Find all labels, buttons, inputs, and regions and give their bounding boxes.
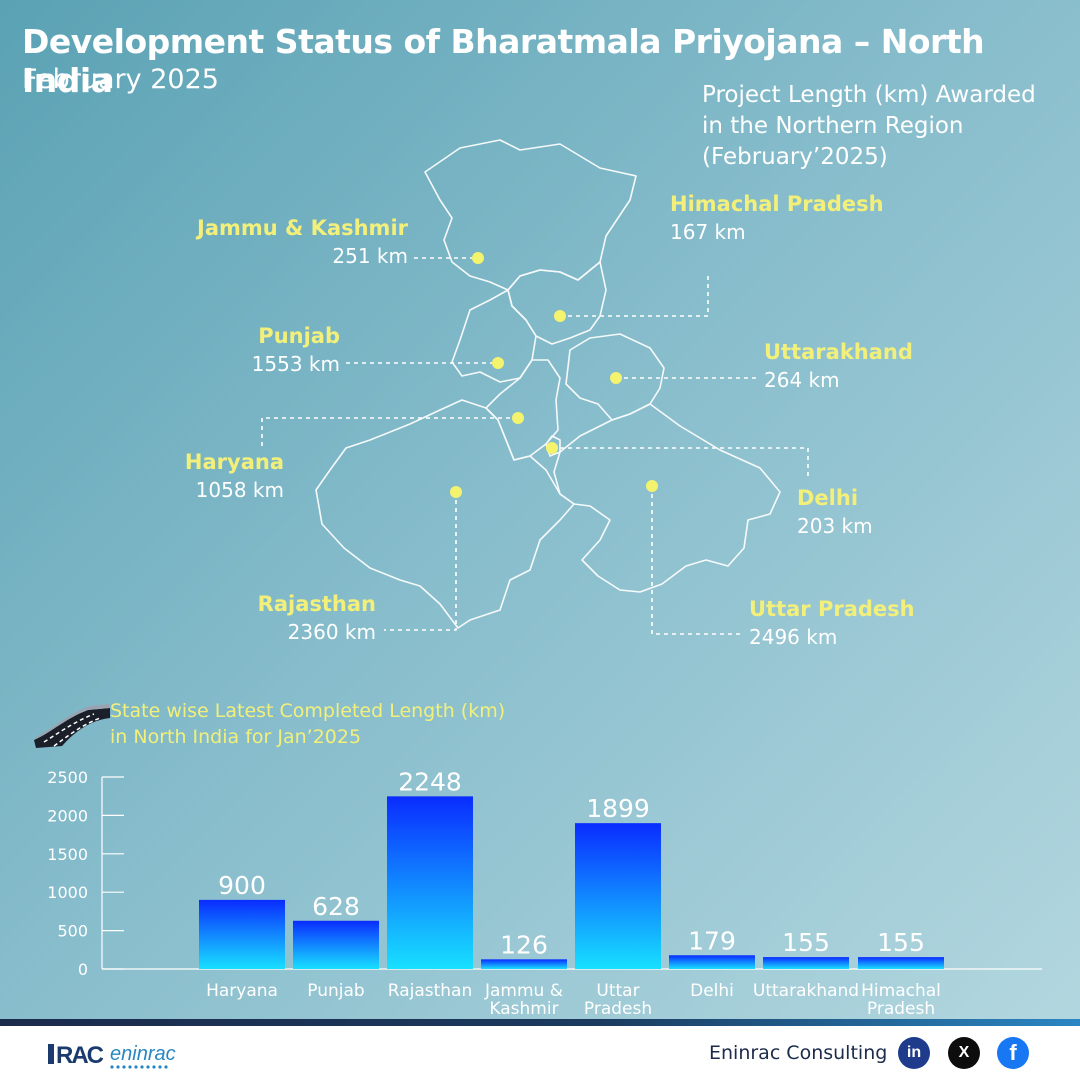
brand-name: Eninrac Consulting bbox=[709, 1042, 888, 1064]
x-tick-label: Kashmir bbox=[489, 999, 558, 1019]
highway-icon bbox=[34, 704, 110, 748]
completed-length-bar-chart: 0 500 1000 1500 2000 2500 900 Haryana 628 Punjab 2… bbox=[47, 767, 1042, 1019]
map-outline-up bbox=[553, 403, 781, 593]
map-caption-line: in the Northern Region bbox=[702, 113, 964, 139]
state-value: 167 km bbox=[670, 220, 746, 244]
marker-up bbox=[646, 480, 658, 492]
state-name: Uttarakhand bbox=[764, 340, 913, 364]
north-india-map bbox=[315, 139, 781, 629]
label-punjab: Punjab 1553 km bbox=[180, 324, 340, 376]
label-himachal-pradesh: Himachal Pradesh 167 km bbox=[670, 192, 884, 244]
state-name: Himachal Pradesh bbox=[670, 192, 884, 216]
bar bbox=[669, 955, 755, 969]
state-value: 1553 km bbox=[251, 352, 340, 376]
x-tick-label: Punjab bbox=[307, 981, 364, 1001]
x-tick-label: Pradesh bbox=[584, 999, 652, 1019]
map-caption: Project Length (km) Awarded in the North… bbox=[702, 80, 1072, 173]
label-uttarakhand: Uttarakhand 264 km bbox=[764, 340, 913, 392]
map-outline-punjab bbox=[451, 289, 537, 383]
state-value: 2360 km bbox=[287, 620, 376, 644]
marker-rajasthan bbox=[450, 486, 462, 498]
label-haryana: Haryana 1058 km bbox=[150, 450, 284, 502]
linkedin-icon[interactable]: in bbox=[898, 1037, 930, 1069]
facebook-icon[interactable]: f bbox=[997, 1037, 1029, 1069]
bar-value-label: 1899 bbox=[586, 794, 650, 823]
bar-value-label: 155 bbox=[877, 928, 925, 957]
x-tick-label: Uttarakhand bbox=[753, 981, 859, 1001]
page-title: Development Status of Bharatmala Priyoja… bbox=[22, 22, 985, 100]
y-tick-label: 0 bbox=[78, 960, 88, 979]
map-caption-line: (February’2025) bbox=[702, 144, 888, 170]
label-rajasthan: Rajasthan 2360 km bbox=[200, 592, 376, 644]
bar bbox=[387, 796, 473, 969]
svg-text:RAC: RAC bbox=[56, 1042, 104, 1069]
state-value: 1058 km bbox=[195, 478, 284, 502]
svg-text:eninrac: eninrac bbox=[110, 1043, 176, 1065]
chart-heading: State wise Latest Completed Length (km) … bbox=[110, 698, 505, 750]
marker-haryana bbox=[512, 412, 524, 424]
bar-value-label: 2248 bbox=[398, 767, 462, 796]
map-outline-jk bbox=[424, 139, 637, 291]
marker-punjab bbox=[492, 357, 504, 369]
state-name: Delhi bbox=[797, 486, 859, 510]
state-name: Punjab bbox=[258, 324, 340, 348]
bar bbox=[858, 957, 944, 969]
chart-heading-line: State wise Latest Completed Length (km) bbox=[110, 700, 506, 722]
chart-heading-line: in North India for Jan’2025 bbox=[110, 726, 362, 748]
x-tick-label: Jammu & bbox=[484, 981, 563, 1001]
label-uttar-pradesh: Uttar Pradesh 2496 km bbox=[749, 597, 915, 649]
x-twitter-icon[interactable]: X bbox=[948, 1037, 980, 1069]
map-outline-hp bbox=[507, 261, 607, 345]
footer: RAC eninrac Eninrac Consulting in X f bbox=[0, 1026, 1080, 1080]
marker-hp bbox=[554, 310, 566, 322]
marker-delhi bbox=[546, 442, 558, 454]
marker-uttarakhand bbox=[610, 372, 622, 384]
bar bbox=[575, 823, 661, 969]
footer-divider bbox=[0, 1019, 1080, 1026]
bar-value-label: 628 bbox=[312, 892, 360, 921]
state-value: 203 km bbox=[797, 514, 873, 538]
y-tick-label: 1500 bbox=[47, 845, 88, 864]
x-tick-label: Haryana bbox=[206, 981, 278, 1001]
y-tick-label: 2500 bbox=[47, 768, 88, 787]
page-subtitle: February 2025 bbox=[22, 64, 219, 95]
bar bbox=[199, 899, 285, 969]
state-name: Rajasthan bbox=[257, 592, 376, 616]
state-value: 251 km bbox=[332, 244, 408, 268]
label-delhi: Delhi 203 km bbox=[797, 486, 873, 538]
eninrac-logo: RAC eninrac bbox=[48, 1042, 176, 1069]
x-tick-label: Pradesh bbox=[867, 999, 935, 1019]
map-caption-line: Project Length (km) Awarded bbox=[702, 82, 1036, 108]
state-value: 264 km bbox=[764, 368, 840, 392]
bar-value-label: 179 bbox=[688, 926, 736, 955]
map-outline-delhi bbox=[545, 435, 561, 457]
state-value: 2496 km bbox=[749, 625, 838, 649]
bar bbox=[481, 959, 567, 969]
marker-jk bbox=[472, 252, 484, 264]
state-name: Uttar Pradesh bbox=[749, 597, 915, 621]
bar-value-label: 155 bbox=[782, 928, 830, 957]
y-tick-label: 1000 bbox=[47, 883, 88, 902]
bar-value-label: 900 bbox=[218, 871, 266, 900]
label-jammu-kashmir: Jammu & Kashmir 251 km bbox=[180, 216, 408, 268]
map-outline-rajasthan bbox=[315, 399, 575, 629]
x-tick-label: Uttar bbox=[596, 981, 639, 1001]
y-tick-label: 500 bbox=[57, 922, 88, 941]
y-tick-label: 2000 bbox=[47, 806, 88, 825]
bar bbox=[763, 957, 849, 969]
x-tick-label: Delhi bbox=[690, 981, 734, 1001]
bar-value-label: 126 bbox=[500, 930, 548, 959]
x-tick-label: Himachal bbox=[861, 981, 941, 1001]
bar bbox=[293, 920, 379, 969]
x-tick-label: Rajasthan bbox=[388, 981, 473, 1001]
state-name: Jammu & Kashmir bbox=[197, 216, 408, 240]
state-name: Haryana bbox=[184, 450, 284, 474]
